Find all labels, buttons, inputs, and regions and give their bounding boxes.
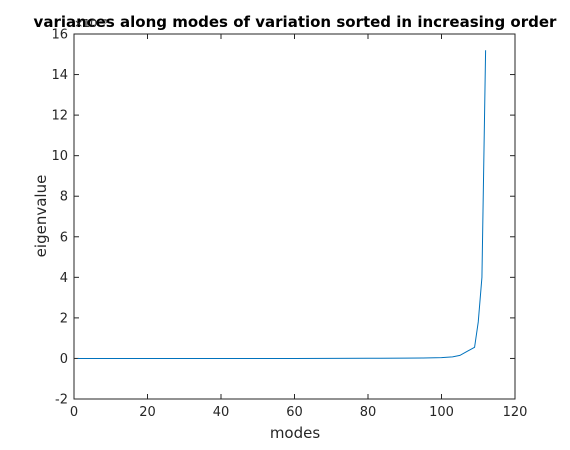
series-line — [77, 50, 487, 359]
y-tick-label: 12 — [51, 109, 68, 124]
y-tick-label: 0 — [60, 352, 68, 367]
y-exponent-label: ×10⁻³ — [74, 17, 107, 30]
y-tick-label: 4 — [60, 271, 68, 286]
y-tick-label: 6 — [60, 230, 68, 245]
y-tick-label: -2 — [55, 393, 68, 408]
x-tick-label: 40 — [213, 405, 230, 420]
y-tick-label: 8 — [60, 190, 68, 205]
y-axis-label: eigenvalue — [32, 175, 50, 258]
x-tick-label: 60 — [286, 405, 303, 420]
x-tick-label: 120 — [503, 405, 528, 420]
y-tick-label: 10 — [51, 149, 68, 164]
x-axis: 0 20 40 60 80 100 120 — [70, 34, 528, 420]
x-axis-label: modes — [270, 424, 321, 442]
y-tick-label: 2 — [60, 311, 68, 326]
x-tick-label: 0 — [70, 405, 78, 420]
chart-title: variances along modes of variation sorte… — [34, 13, 557, 31]
x-tick-label: 80 — [360, 405, 377, 420]
y-axis: -2 0 2 4 6 8 10 12 14 16 — [51, 28, 515, 408]
y-tick-label: 16 — [51, 28, 68, 43]
y-tick-label: 14 — [51, 68, 68, 83]
plot-area — [73, 33, 516, 400]
x-tick-label: 100 — [429, 405, 454, 420]
x-tick-label: 20 — [139, 405, 156, 420]
